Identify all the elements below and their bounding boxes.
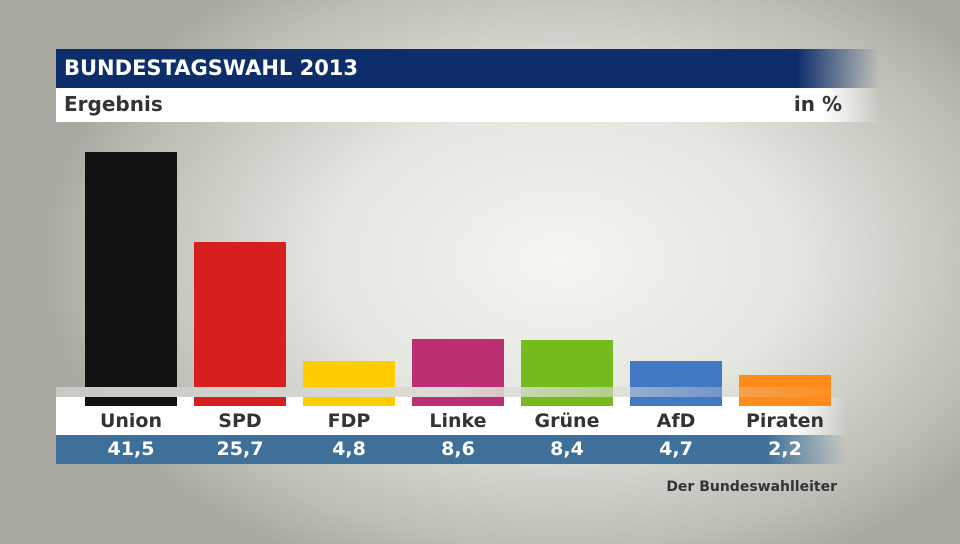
chart-subtitle: Ergebnis: [64, 92, 163, 116]
source-label: Der Bundeswahlleiter: [666, 479, 837, 495]
category-label: SPD: [218, 410, 262, 432]
value-label: 4,7: [659, 438, 693, 460]
value-label: 4,8: [332, 438, 366, 460]
bar-union: [85, 151, 177, 406]
baseline-band: [56, 387, 846, 397]
bar-spd: [194, 241, 286, 406]
unit-label: in %: [793, 92, 842, 116]
category-label: Piraten: [745, 410, 825, 432]
subtitle-bar: Ergebnis in %: [56, 88, 880, 122]
title-bar: BUNDESTAGSWAHL 2013: [56, 49, 880, 88]
category-label: Linke: [429, 410, 487, 432]
value-label: 2,2: [768, 438, 802, 460]
category-label: FDP: [327, 410, 371, 432]
value-label: 41,5: [107, 438, 155, 460]
category-label: Grüne: [534, 410, 600, 432]
value-label: 25,7: [216, 438, 264, 460]
bar-fdp: [303, 360, 395, 406]
bar-afd: [630, 361, 722, 406]
value-label: 8,6: [441, 438, 475, 460]
value-band: [56, 435, 846, 464]
category-label: Union: [99, 410, 163, 432]
value-label: 8,4: [550, 438, 584, 460]
chart-title: BUNDESTAGSWAHL 2013: [64, 56, 359, 80]
category-label: AfD: [656, 410, 696, 432]
